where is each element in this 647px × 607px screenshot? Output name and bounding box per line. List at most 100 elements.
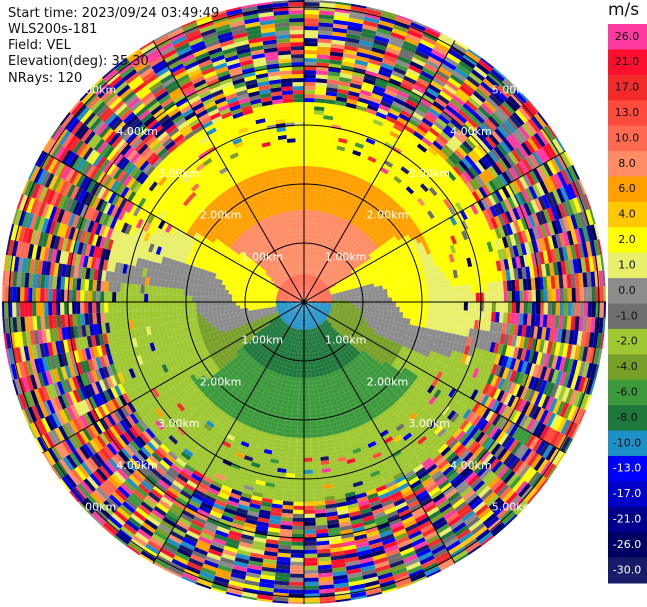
velocity-gate	[495, 260, 502, 272]
velocity-gate	[353, 146, 363, 153]
velocity-gate	[304, 397, 310, 402]
velocity-gate	[344, 206, 352, 213]
velocity-gate	[309, 190, 316, 195]
velocity-gate	[411, 230, 419, 238]
velocity-gate	[484, 153, 495, 166]
velocity-gate	[305, 286, 307, 291]
velocity-gate	[326, 192, 333, 198]
velocity-gate	[304, 38, 318, 43]
velocity-gate	[307, 238, 311, 243]
velocity-gate	[415, 302, 420, 309]
velocity-gate	[508, 182, 518, 195]
velocity-gate	[307, 377, 313, 382]
velocity-gate	[298, 397, 304, 402]
velocity-gate	[299, 381, 304, 386]
velocity-gate	[319, 295, 324, 298]
velocity-gate	[450, 278, 456, 287]
velocity-gate	[461, 157, 472, 169]
velocity-gate	[295, 457, 304, 462]
velocity-gate	[388, 214, 397, 222]
velocity-gate	[406, 140, 417, 150]
velocity-gate	[341, 201, 348, 207]
velocity-gate	[384, 264, 390, 271]
velocity-gate	[468, 135, 480, 147]
velocity-gate	[567, 287, 572, 302]
velocity-gate	[421, 35, 437, 46]
velocity-gate	[448, 206, 457, 216]
velocity-gate	[304, 2, 320, 7]
velocity-gate	[391, 306, 396, 312]
velocity-gate	[551, 302, 556, 316]
velocity-gate	[473, 274, 480, 285]
velocity-gate	[311, 275, 315, 280]
velocity-gate	[438, 66, 453, 78]
velocity-gate	[479, 123, 492, 137]
velocity-gate	[384, 209, 392, 218]
velocity-gate	[448, 270, 455, 279]
velocity-gate	[551, 234, 559, 249]
velocity-gate	[323, 237, 329, 243]
velocity-gate	[402, 162, 413, 172]
velocity-gate	[484, 196, 493, 208]
velocity-gate	[356, 181, 364, 188]
velocity-gate	[454, 67, 469, 79]
velocity-gate	[336, 145, 346, 152]
velocity-gate	[304, 222, 309, 227]
velocity-gate	[365, 177, 374, 185]
velocity-gate	[307, 298, 312, 301]
velocity-gate	[319, 297, 324, 300]
velocity-gate	[330, 47, 345, 54]
velocity-gate	[326, 87, 338, 93]
velocity-gate	[312, 267, 316, 272]
velocity-gate	[532, 183, 542, 198]
velocity-gate	[446, 236, 454, 247]
velocity-gate	[307, 361, 311, 366]
velocity-gate	[319, 240, 324, 245]
velocity-gate	[333, 266, 338, 271]
velocity-gate	[454, 260, 461, 270]
velocity-gate	[368, 252, 375, 259]
velocity-gate	[400, 166, 410, 175]
velocity-gate	[504, 98, 519, 112]
velocity-gate	[358, 224, 365, 231]
velocity-gate	[308, 393, 315, 398]
velocity-gate	[446, 278, 452, 287]
velocity-gate	[309, 293, 314, 297]
velocity-gate	[307, 291, 310, 295]
velocity-gate	[479, 233, 487, 244]
velocity-gate	[338, 133, 349, 140]
velocity-gate	[370, 184, 379, 192]
velocity-gate	[411, 202, 420, 212]
velocity-gate	[315, 376, 321, 382]
velocity-gate	[355, 55, 370, 63]
velocity-gate	[381, 58, 396, 67]
velocity-gate	[425, 201, 434, 211]
velocity-gate	[383, 119, 395, 128]
velocity-gate	[452, 42, 468, 54]
velocity-gate	[446, 183, 457, 194]
velocity-gate	[293, 493, 304, 498]
velocity-gate	[452, 214, 461, 224]
velocity-gate	[300, 373, 304, 378]
velocity-gate	[310, 258, 314, 263]
velocity-gate	[431, 184, 441, 194]
velocity-gate	[528, 240, 535, 254]
velocity-gate	[538, 147, 550, 162]
velocity-gate	[405, 197, 414, 206]
velocity-gate	[445, 141, 457, 153]
velocity-gate	[351, 293, 356, 297]
velocity-gate	[396, 139, 407, 148]
velocity-gate	[496, 143, 508, 157]
velocity-gate	[373, 85, 386, 93]
velocity-gate	[507, 95, 521, 110]
velocity-gate	[290, 553, 304, 558]
velocity-gate	[388, 182, 398, 191]
velocity-gate	[311, 377, 317, 382]
velocity-gate	[318, 293, 323, 297]
velocity-gate	[474, 161, 486, 173]
velocity-gate	[387, 306, 392, 312]
velocity-gate	[491, 302, 496, 313]
velocity-gate	[368, 187, 376, 195]
velocity-gate	[418, 263, 424, 271]
velocity-gate	[365, 230, 372, 237]
